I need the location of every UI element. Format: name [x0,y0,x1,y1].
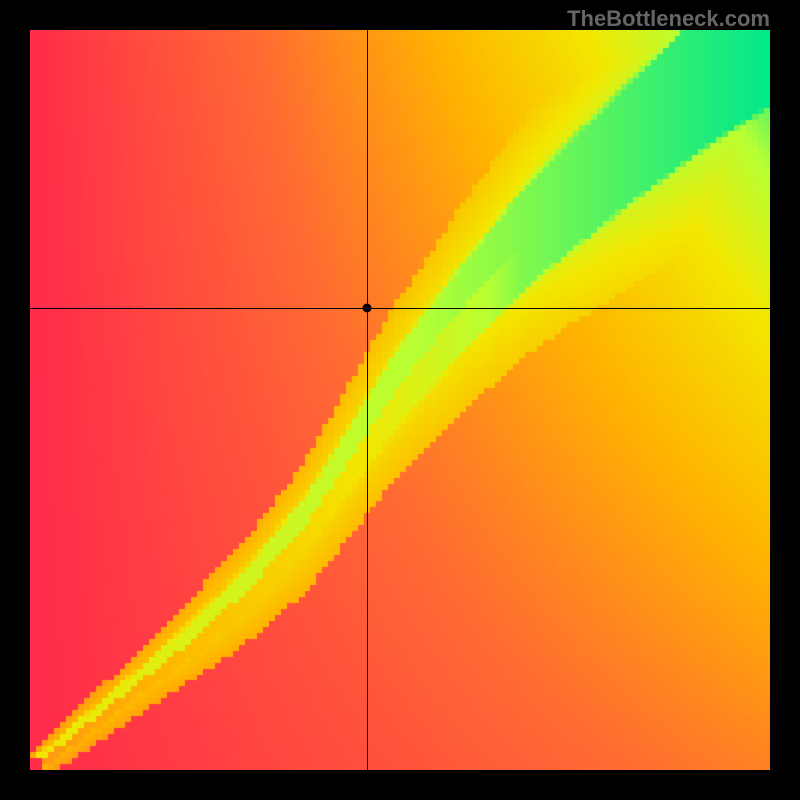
crosshair-marker [362,303,371,312]
plot-area [30,30,770,770]
crosshair-horizontal [30,308,770,309]
chart-container: TheBottleneck.com [0,0,800,800]
heatmap-canvas [30,30,770,770]
crosshair-vertical [367,30,368,770]
watermark-text: TheBottleneck.com [567,6,770,32]
